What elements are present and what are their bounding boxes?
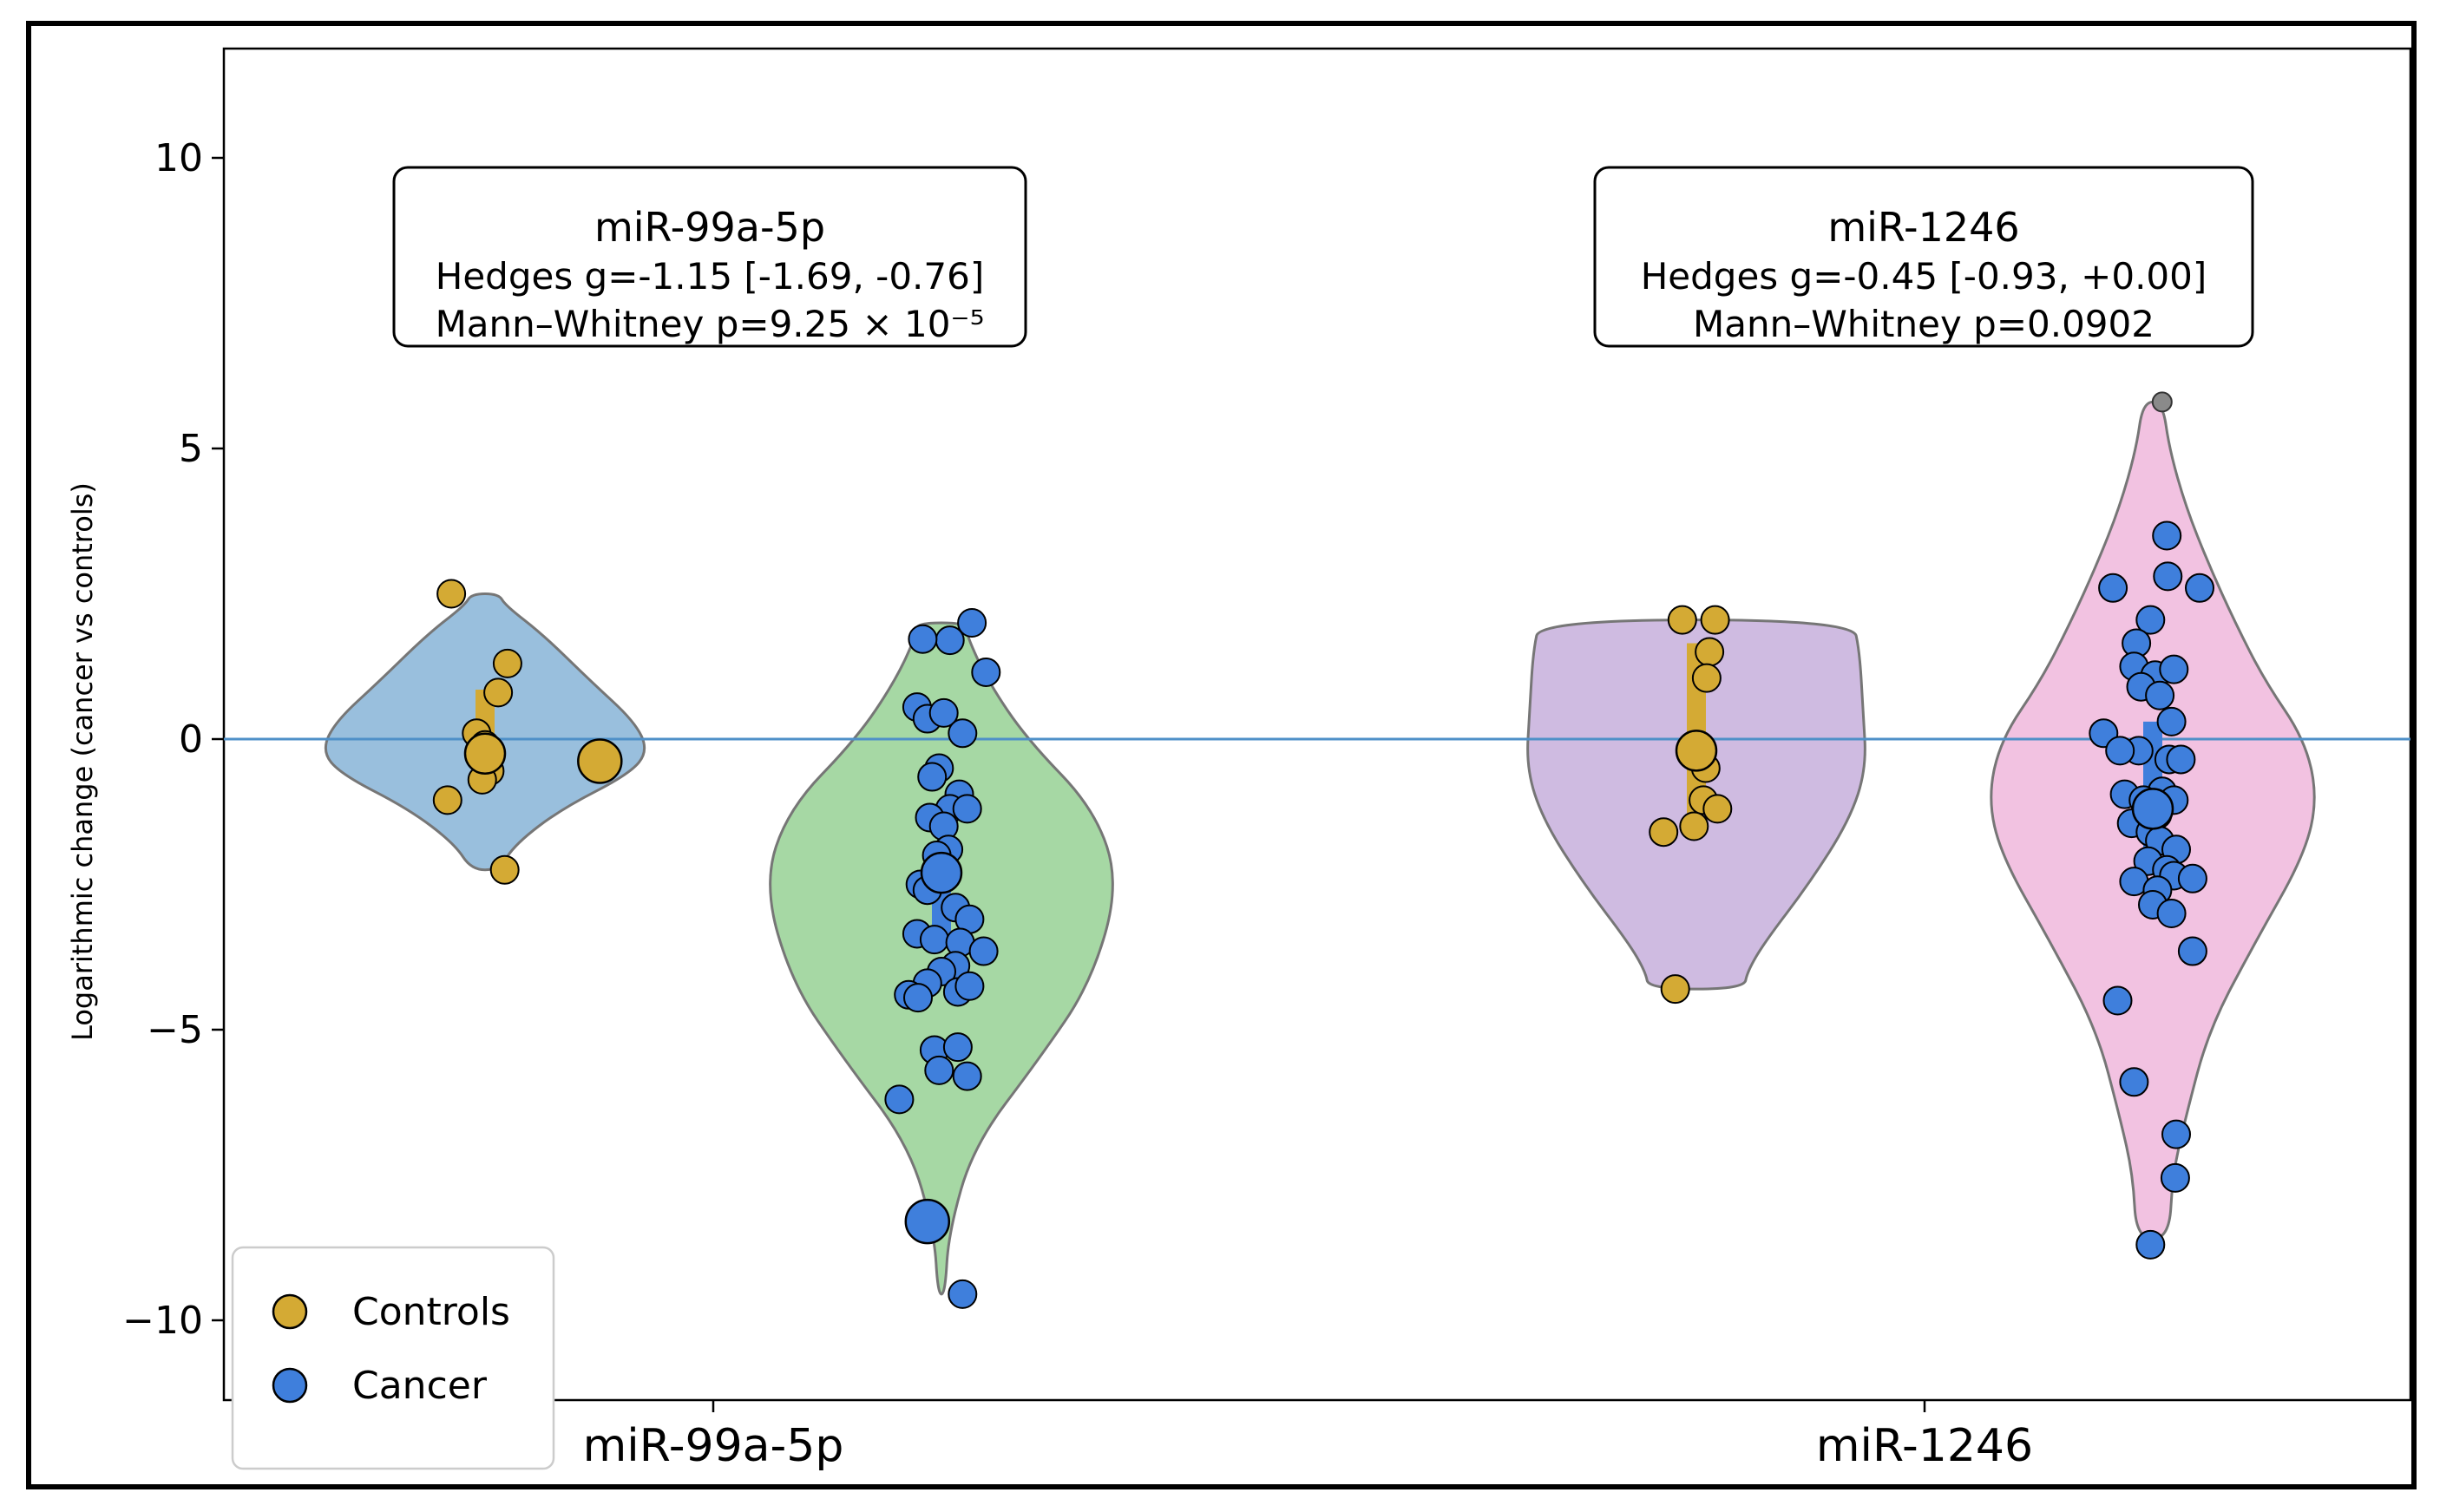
- data-point: [2166, 744, 2196, 775]
- data-point: [489, 854, 520, 885]
- mean-point-3: [2131, 788, 2174, 830]
- data-point: [1702, 794, 1733, 824]
- data-points: [432, 391, 2214, 1309]
- data-point: [2153, 561, 2183, 592]
- data-point: [954, 971, 985, 1001]
- data-point: [884, 1084, 915, 1115]
- data-point: [2135, 605, 2166, 635]
- data-point: [2152, 520, 2182, 551]
- data-point: [942, 1032, 973, 1063]
- legend-marker-cancer: [272, 1367, 308, 1404]
- data-point: [948, 718, 978, 749]
- figure-frame: [26, 21, 2417, 1489]
- y-tick-label: 10: [154, 136, 203, 180]
- mean-point-0: [463, 732, 507, 775]
- x-category-label: miR-1246: [1816, 1420, 2033, 1472]
- data-point: [1691, 663, 1722, 693]
- data-point: [2177, 936, 2207, 966]
- legend: Controls Cancer: [231, 1246, 555, 1470]
- y-axis-label: Logarithmic change (cancer vs controls): [66, 482, 99, 1041]
- data-point: [924, 1055, 954, 1085]
- y-tick-label: −10: [122, 1299, 203, 1343]
- legend-label-controls: Controls: [352, 1290, 510, 1334]
- data-point: [2102, 985, 2133, 1016]
- annotation-pvalue: Mann–Whitney p=9.25 × 10⁻⁵: [436, 303, 985, 345]
- data-point: [2156, 706, 2187, 736]
- annotation-pvalue: Mann–Whitney p=0.0902: [1693, 303, 2155, 345]
- data-point: [2119, 1067, 2149, 1097]
- data-point: [2185, 573, 2214, 603]
- data-point: [919, 925, 949, 955]
- outlier-point: [2151, 391, 2173, 413]
- mean-point-2: [1675, 730, 1718, 772]
- data-point: [952, 794, 982, 824]
- data-point: [1695, 637, 1725, 667]
- data-point: [2159, 654, 2189, 684]
- data-point: [483, 677, 514, 708]
- data-point: [952, 1061, 982, 1091]
- data-point-large: [904, 1198, 951, 1245]
- data-point: [917, 762, 948, 792]
- data-point: [2160, 1162, 2190, 1193]
- x-category-label: miR-99a-5p: [583, 1420, 844, 1472]
- data-point: [2145, 680, 2175, 710]
- data-point: [2177, 863, 2207, 893]
- data-point: [948, 1279, 978, 1309]
- data-point: [436, 579, 467, 609]
- annotation-box-mir-1246: miR-1246 Hedges g=-0.45 [-0.93, +0.00] M…: [1593, 166, 2254, 348]
- data-point: [971, 657, 1001, 687]
- data-point-large: [577, 738, 623, 784]
- annotation-title: miR-1246: [1827, 204, 2019, 251]
- data-point: [908, 624, 938, 654]
- data-point: [968, 936, 999, 966]
- data-point: [432, 785, 462, 815]
- annotation-box-mir-99a-5p: miR-99a-5p Hedges g=-1.15 [-1.69, -0.76]…: [392, 166, 1027, 348]
- annotation-hedges: Hedges g=-1.15 [-1.69, -0.76]: [436, 255, 985, 298]
- data-point: [2105, 736, 2135, 766]
- data-point: [1667, 605, 1697, 635]
- data-point: [2135, 1229, 2166, 1260]
- legend-marker-controls: [272, 1293, 308, 1330]
- data-point: [935, 625, 965, 656]
- data-point: [2156, 899, 2187, 928]
- data-point: [492, 648, 522, 678]
- y-tick-label: 5: [179, 427, 203, 471]
- legend-label-cancer: Cancer: [352, 1364, 488, 1408]
- data-point: [1649, 817, 1679, 848]
- axes: 10 5 0 −5 −10 miR-99a-5p miR-1246: [122, 136, 2033, 1472]
- y-tick-label: 0: [179, 717, 203, 762]
- data-point: [2098, 573, 2128, 603]
- data-point: [903, 983, 933, 1013]
- data-point: [1700, 605, 1730, 635]
- data-point: [957, 608, 987, 638]
- annotation-title: miR-99a-5p: [594, 204, 825, 251]
- data-point: [928, 697, 959, 728]
- mean-point-1: [920, 851, 963, 894]
- data-point: [1660, 974, 1690, 1005]
- y-tick-label: −5: [147, 1008, 203, 1052]
- data-point: [1679, 811, 1709, 841]
- data-point: [2161, 1119, 2191, 1149]
- annotation-hedges: Hedges g=-0.45 [-0.93, +0.00]: [1641, 255, 2207, 298]
